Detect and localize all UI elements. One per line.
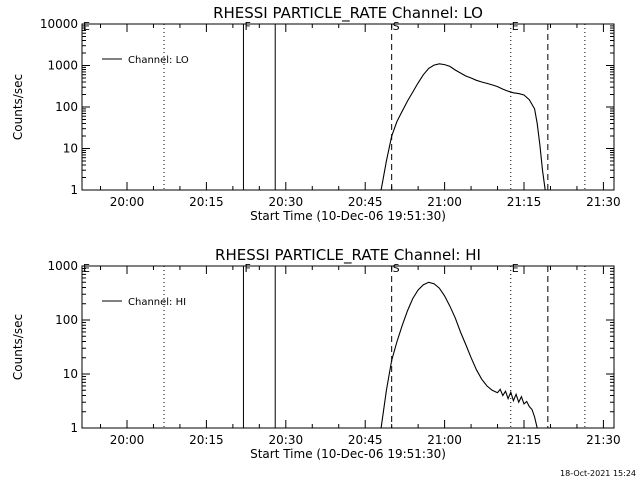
x-tick-label: 20:00 xyxy=(110,433,145,447)
x-tick-label: 20:15 xyxy=(189,195,224,209)
y-tick-label: 1000 xyxy=(47,259,78,273)
y-tick-label: 10000 xyxy=(40,17,78,31)
chart-panel-hi: RHESSI PARTICLE_RATE Channel: HI 1 10 100 10… xyxy=(11,246,621,461)
event-marker-label: E xyxy=(83,20,90,33)
x-tick-label: 21:15 xyxy=(507,195,542,209)
x-tick-label: 21:30 xyxy=(586,195,621,209)
y-axis-label: Counts/sec xyxy=(11,314,25,380)
event-marker-label: S xyxy=(393,20,400,33)
chart-panel-lo: RHESSI PARTICLE_RATE Channel: LO 1 10 100 10… xyxy=(11,4,621,223)
y-tick-label: 10 xyxy=(63,142,78,156)
footer-timestamp: 18-Oct-2021 15:24 xyxy=(560,469,636,478)
x-tick-label: 20:45 xyxy=(348,433,383,447)
plot-frame xyxy=(81,23,615,191)
y-tick-label: 10 xyxy=(63,367,78,381)
event-marker-label: E xyxy=(83,262,90,275)
x-axis-label: Start Time (10-Dec-06 19:51:30) xyxy=(250,447,446,461)
event-marker-label: F xyxy=(244,262,250,275)
series-line-primary xyxy=(380,281,538,429)
x-tick-label: 20:45 xyxy=(348,195,383,209)
event-marker-label: F xyxy=(244,20,250,33)
chart-title: RHESSI PARTICLE_RATE Channel: LO xyxy=(213,4,483,23)
legend-label: Channel: LO xyxy=(128,55,189,66)
chart-title: RHESSI PARTICLE_RATE Channel: HI xyxy=(215,246,481,265)
x-tick-label: 20:30 xyxy=(269,195,304,209)
event-marker-label: E xyxy=(512,262,519,275)
y-tick-label: 1000 xyxy=(47,59,78,73)
x-tick-label: 21:00 xyxy=(427,195,462,209)
x-tick-label: 21:15 xyxy=(507,433,542,447)
event-marker-label: E xyxy=(512,20,519,33)
x-tick-label: 21:00 xyxy=(427,433,462,447)
y-tick-label: 1 xyxy=(70,421,78,435)
plot-frame xyxy=(81,265,615,429)
x-axis-label: Start Time (10-Dec-06 19:51:30) xyxy=(250,209,446,223)
series-line-primary xyxy=(380,63,546,191)
legend-label: Channel: HI xyxy=(128,297,186,308)
x-tick-label: 20:00 xyxy=(110,195,145,209)
x-tick-label: 20:30 xyxy=(269,433,304,447)
y-tick-label: 1 xyxy=(70,183,78,197)
x-tick-label: 20:15 xyxy=(189,433,224,447)
event-marker-label: S xyxy=(393,262,400,275)
y-tick-label: 100 xyxy=(55,313,78,327)
y-tick-label: 100 xyxy=(55,100,78,114)
x-tick-label: 21:30 xyxy=(586,433,621,447)
y-axis-label: Counts/sec xyxy=(11,74,25,140)
